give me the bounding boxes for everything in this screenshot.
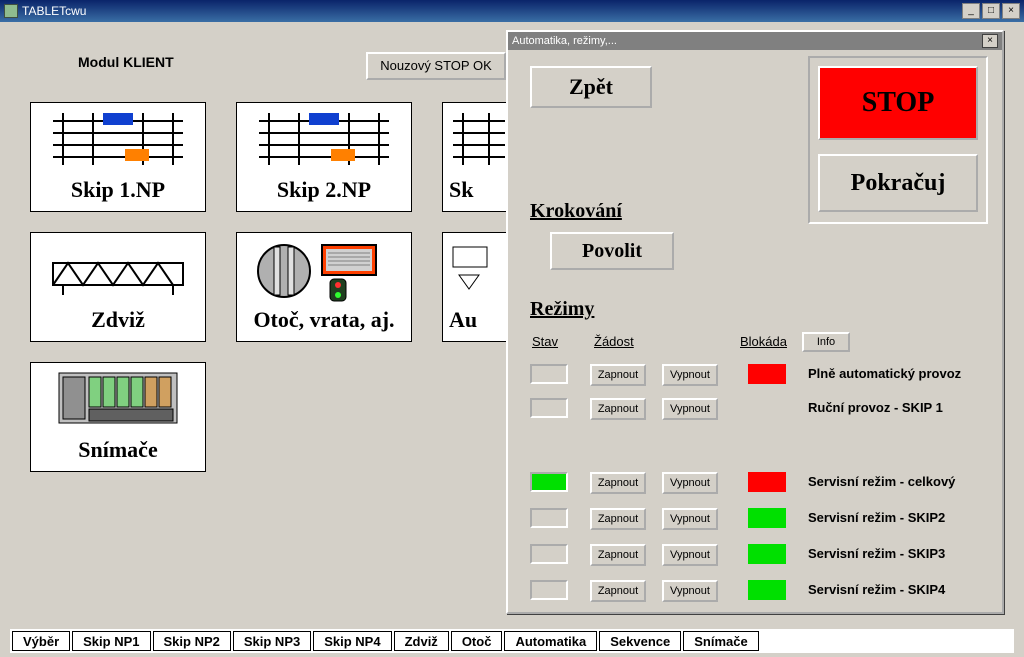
vypnout-button[interactable]: Vypnout: [662, 544, 718, 566]
tab-snímače[interactable]: Snímače: [683, 631, 758, 651]
continue-button[interactable]: Pokračuj: [818, 154, 978, 212]
plc-rack-icon: [43, 363, 193, 433]
tab-otoč[interactable]: Otoč: [451, 631, 503, 651]
tile-skip1-label: Skip 1.NP: [31, 177, 205, 203]
mode-label: Servisní režim - SKIP3: [808, 544, 945, 564]
mode-label: Servisní režim - SKIP2: [808, 508, 945, 528]
tab-automatika[interactable]: Automatika: [504, 631, 597, 651]
continue-label: Pokračuj: [851, 170, 946, 196]
section-modes: Režimy: [530, 298, 594, 321]
tab-skip np1[interactable]: Skip NP1: [72, 631, 150, 651]
module-label: Modul KLIENT: [78, 54, 174, 70]
allow-button[interactable]: Povolit: [550, 232, 674, 270]
dialog-title: Automatika, režimy,...: [512, 35, 617, 47]
emergency-stop-label: Nouzový STOP OK: [380, 58, 492, 73]
blokada-indicator: [748, 508, 786, 528]
vypnout-button[interactable]: Vypnout: [662, 580, 718, 602]
vypnout-button[interactable]: Vypnout: [662, 508, 718, 530]
tile-aut-partial[interactable]: Au: [442, 232, 506, 342]
tile-skip-partial-label: Sk: [443, 177, 506, 203]
tab-bar: VýběrSkip NP1Skip NP2Skip NP3Skip NP4Zdv…: [10, 629, 1014, 653]
skip-track-icon: [249, 103, 399, 173]
maximize-button[interactable]: □: [982, 3, 1000, 19]
blokada-indicator: [748, 472, 786, 492]
allow-label: Povolit: [582, 240, 642, 262]
col-stav: Stav: [532, 334, 558, 349]
blokada-indicator: [748, 364, 786, 384]
tile-otoc[interactable]: Otoč, vrata, aj.: [236, 232, 412, 342]
col-zadost: Žádost: [594, 334, 634, 349]
tile-zdviz-label: Zdviž: [31, 307, 205, 333]
stav-indicator: [530, 508, 568, 528]
mode-label: Servisní režim - SKIP4: [808, 580, 945, 600]
client-area: Modul KLIENT Nouzový STOP OK Skip 1.NP: [0, 22, 1024, 657]
col-blokada: Blokáda: [740, 334, 787, 349]
zapnout-button[interactable]: Zapnout: [590, 508, 646, 530]
back-button[interactable]: Zpět: [530, 66, 652, 108]
tile-skip1[interactable]: Skip 1.NP: [30, 102, 206, 212]
tile-otoc-label: Otoč, vrata, aj.: [237, 307, 411, 333]
skip-track-icon: [445, 103, 505, 173]
blokada-indicator: [748, 544, 786, 564]
zapnout-button[interactable]: Zapnout: [590, 364, 646, 386]
zapnout-button[interactable]: Zapnout: [590, 544, 646, 566]
stop-panel: STOP Pokračuj: [808, 56, 988, 224]
tile-skip-partial[interactable]: Sk: [442, 102, 506, 212]
tab-sekvence[interactable]: Sekvence: [599, 631, 681, 651]
tab-skip np4[interactable]: Skip NP4: [313, 631, 391, 651]
lift-truss-icon: [43, 233, 193, 303]
vypnout-button[interactable]: Vypnout: [662, 398, 718, 420]
automation-icon: [445, 233, 505, 303]
info-button[interactable]: Info: [802, 332, 850, 352]
mode-label: Ruční provoz - SKIP 1: [808, 398, 943, 418]
stop-label: STOP: [862, 87, 935, 118]
tile-aut-partial-label: Au: [443, 307, 506, 333]
tab-výběr[interactable]: Výběr: [12, 631, 70, 651]
window-title: TABLETcwu: [22, 4, 86, 18]
close-button[interactable]: ×: [1002, 3, 1020, 19]
info-label: Info: [817, 336, 835, 348]
tab-skip np3[interactable]: Skip NP3: [233, 631, 311, 651]
stav-indicator: [530, 364, 568, 384]
back-label: Zpět: [569, 74, 613, 99]
tab-zdviž[interactable]: Zdviž: [394, 631, 449, 651]
minimize-button[interactable]: _: [962, 3, 980, 19]
mode-label: Servisní režim - celkový: [808, 472, 955, 492]
zapnout-button[interactable]: Zapnout: [590, 580, 646, 602]
mode-label: Plně automatický provoz: [808, 364, 961, 384]
stav-indicator: [530, 398, 568, 418]
dialog-automatika: Automatika, režimy,... × Zpět STOP Pokra…: [506, 30, 1004, 614]
stop-button[interactable]: STOP: [818, 66, 978, 140]
turntable-gate-icon: [244, 233, 404, 303]
vypnout-button[interactable]: Vypnout: [662, 472, 718, 494]
app-icon: [4, 4, 18, 18]
stav-indicator: [530, 544, 568, 564]
dialog-titlebar: Automatika, režimy,... ×: [508, 32, 1002, 50]
tile-skip2[interactable]: Skip 2.NP: [236, 102, 412, 212]
section-stepping: Krokování: [530, 200, 622, 223]
skip-track-icon: [43, 103, 193, 173]
tab-skip np2[interactable]: Skip NP2: [153, 631, 231, 651]
zapnout-button[interactable]: Zapnout: [590, 398, 646, 420]
tile-zdviz[interactable]: Zdviž: [30, 232, 206, 342]
zapnout-button[interactable]: Zapnout: [590, 472, 646, 494]
tile-snimace-label: Snímače: [31, 437, 205, 463]
emergency-stop-button[interactable]: Nouzový STOP OK: [366, 52, 506, 80]
blokada-indicator: [748, 580, 786, 600]
dialog-close-button[interactable]: ×: [982, 34, 998, 48]
vypnout-button[interactable]: Vypnout: [662, 364, 718, 386]
tile-snimace[interactable]: Snímače: [30, 362, 206, 472]
tile-skip2-label: Skip 2.NP: [237, 177, 411, 203]
stav-indicator: [530, 580, 568, 600]
stav-indicator: [530, 472, 568, 492]
main-titlebar: TABLETcwu _ □ ×: [0, 0, 1024, 22]
